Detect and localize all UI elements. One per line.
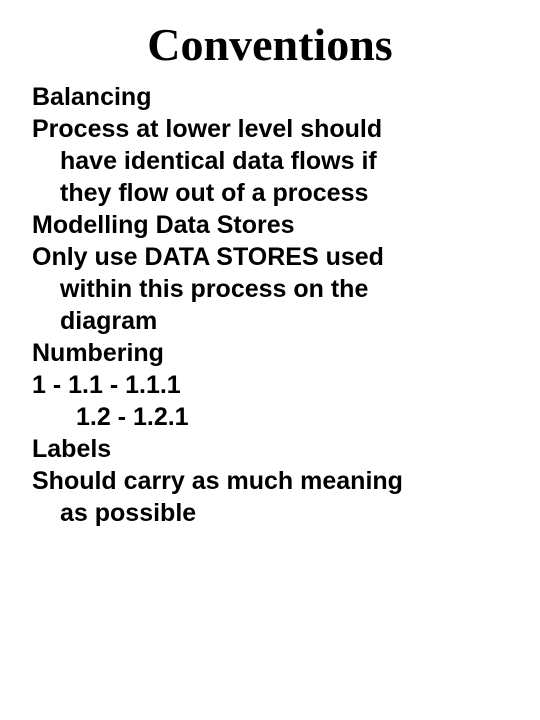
body-line: Balancing (32, 81, 508, 113)
body-line: they flow out of a process (32, 177, 508, 209)
body-line: 1 - 1.1 - 1.1.1 (32, 369, 508, 401)
slide-body: Balancing Process at lower level should … (32, 81, 508, 529)
body-line: Labels (32, 433, 508, 465)
body-line: Only use DATA STORES used (32, 241, 508, 273)
body-line: Should carry as much meaning (32, 465, 508, 497)
body-line: as possible (32, 497, 508, 529)
body-line: Modelling Data Stores (32, 209, 508, 241)
body-line: have identical data flows if (32, 145, 508, 177)
body-line: Numbering (32, 337, 508, 369)
body-line: within this process on the (32, 273, 508, 305)
slide: Conventions Balancing Process at lower l… (0, 0, 540, 720)
body-line: 1.2 - 1.2.1 (32, 401, 508, 433)
body-line: Process at lower level should (32, 113, 508, 145)
slide-title: Conventions (32, 18, 508, 71)
body-line: diagram (32, 305, 508, 337)
